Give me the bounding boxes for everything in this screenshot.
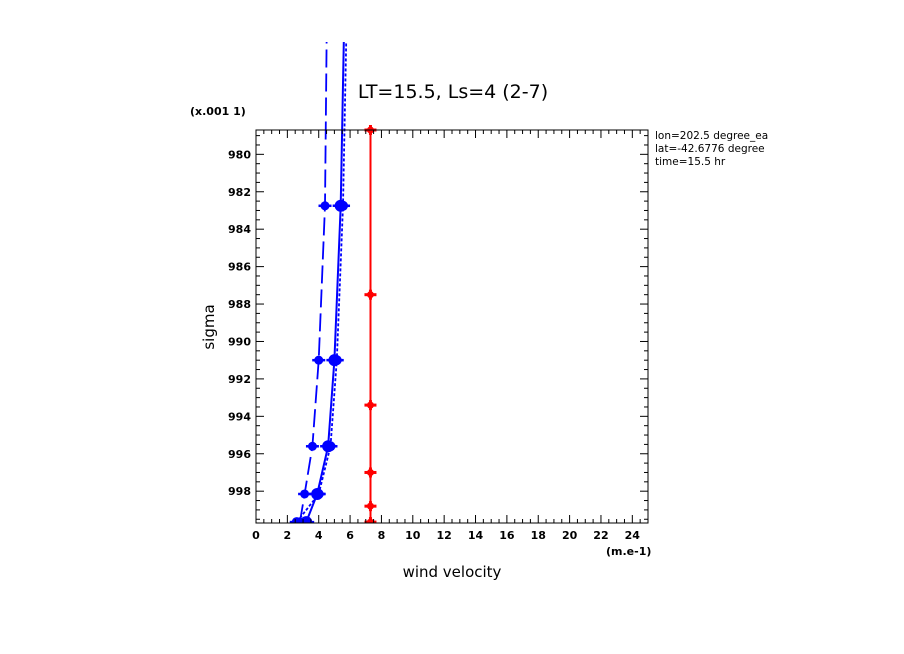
x-tick-label: 20 [562, 529, 578, 542]
y-axis: 980 982 984 986 988 990 992 994 996 998 [228, 135, 648, 520]
y-tick-label: 986 [228, 261, 251, 274]
y-axis-label: sigma [200, 304, 218, 349]
y-tick-label: 992 [228, 373, 251, 386]
y-unit-label: (x.001 1) [190, 105, 246, 118]
x-tick-label: 24 [625, 529, 641, 542]
annotation-time: time=15.5 hr [655, 156, 726, 168]
x-unit-label: (m.e-1) [606, 545, 651, 558]
series-line [299, 41, 328, 523]
data-point [366, 291, 374, 299]
series-0 [298, 41, 349, 523]
x-tick-label: 8 [378, 529, 386, 542]
annotation-lat: lat=-42.6776 degree [655, 143, 765, 155]
x-axis: 0 2 4 6 8 10 12 14 16 18 20 22 24 [252, 130, 649, 542]
series-line [296, 41, 348, 523]
x-tick-label: 0 [252, 529, 260, 542]
y-tick-label: 990 [228, 335, 251, 348]
y-tick-label: 998 [228, 485, 251, 498]
chart-title: LT=15.5, Ls=4 (2-7) [358, 81, 548, 103]
series-1 [289, 41, 351, 523]
x-tick-label: 2 [284, 529, 292, 542]
y-tick-label: 994 [228, 410, 251, 423]
y-tick-label: 996 [228, 448, 251, 461]
y-tick-label: 980 [228, 148, 251, 161]
data-point [366, 518, 374, 523]
x-axis-label: wind velocity [403, 563, 502, 581]
x-tick-label: 12 [437, 529, 452, 542]
data-point [366, 502, 374, 510]
data-point [366, 401, 374, 409]
series-3 [364, 125, 377, 523]
x-tick-label: 10 [405, 529, 421, 542]
x-tick-label: 18 [531, 529, 546, 542]
x-tick-label: 22 [593, 529, 608, 542]
plot-frame [255, 129, 649, 524]
data-point [366, 468, 374, 476]
x-tick-label: 6 [346, 529, 354, 542]
y-tick-label: 988 [228, 298, 251, 311]
annotation-lon: lon=202.5 degree_ea [655, 130, 768, 142]
x-tick-label: 4 [315, 529, 323, 542]
x-tick-label: 14 [468, 529, 484, 542]
x-tick-label: 16 [499, 529, 515, 542]
series-layer [289, 41, 377, 523]
y-tick-label: 982 [228, 186, 251, 199]
y-tick-label: 984 [228, 223, 251, 236]
